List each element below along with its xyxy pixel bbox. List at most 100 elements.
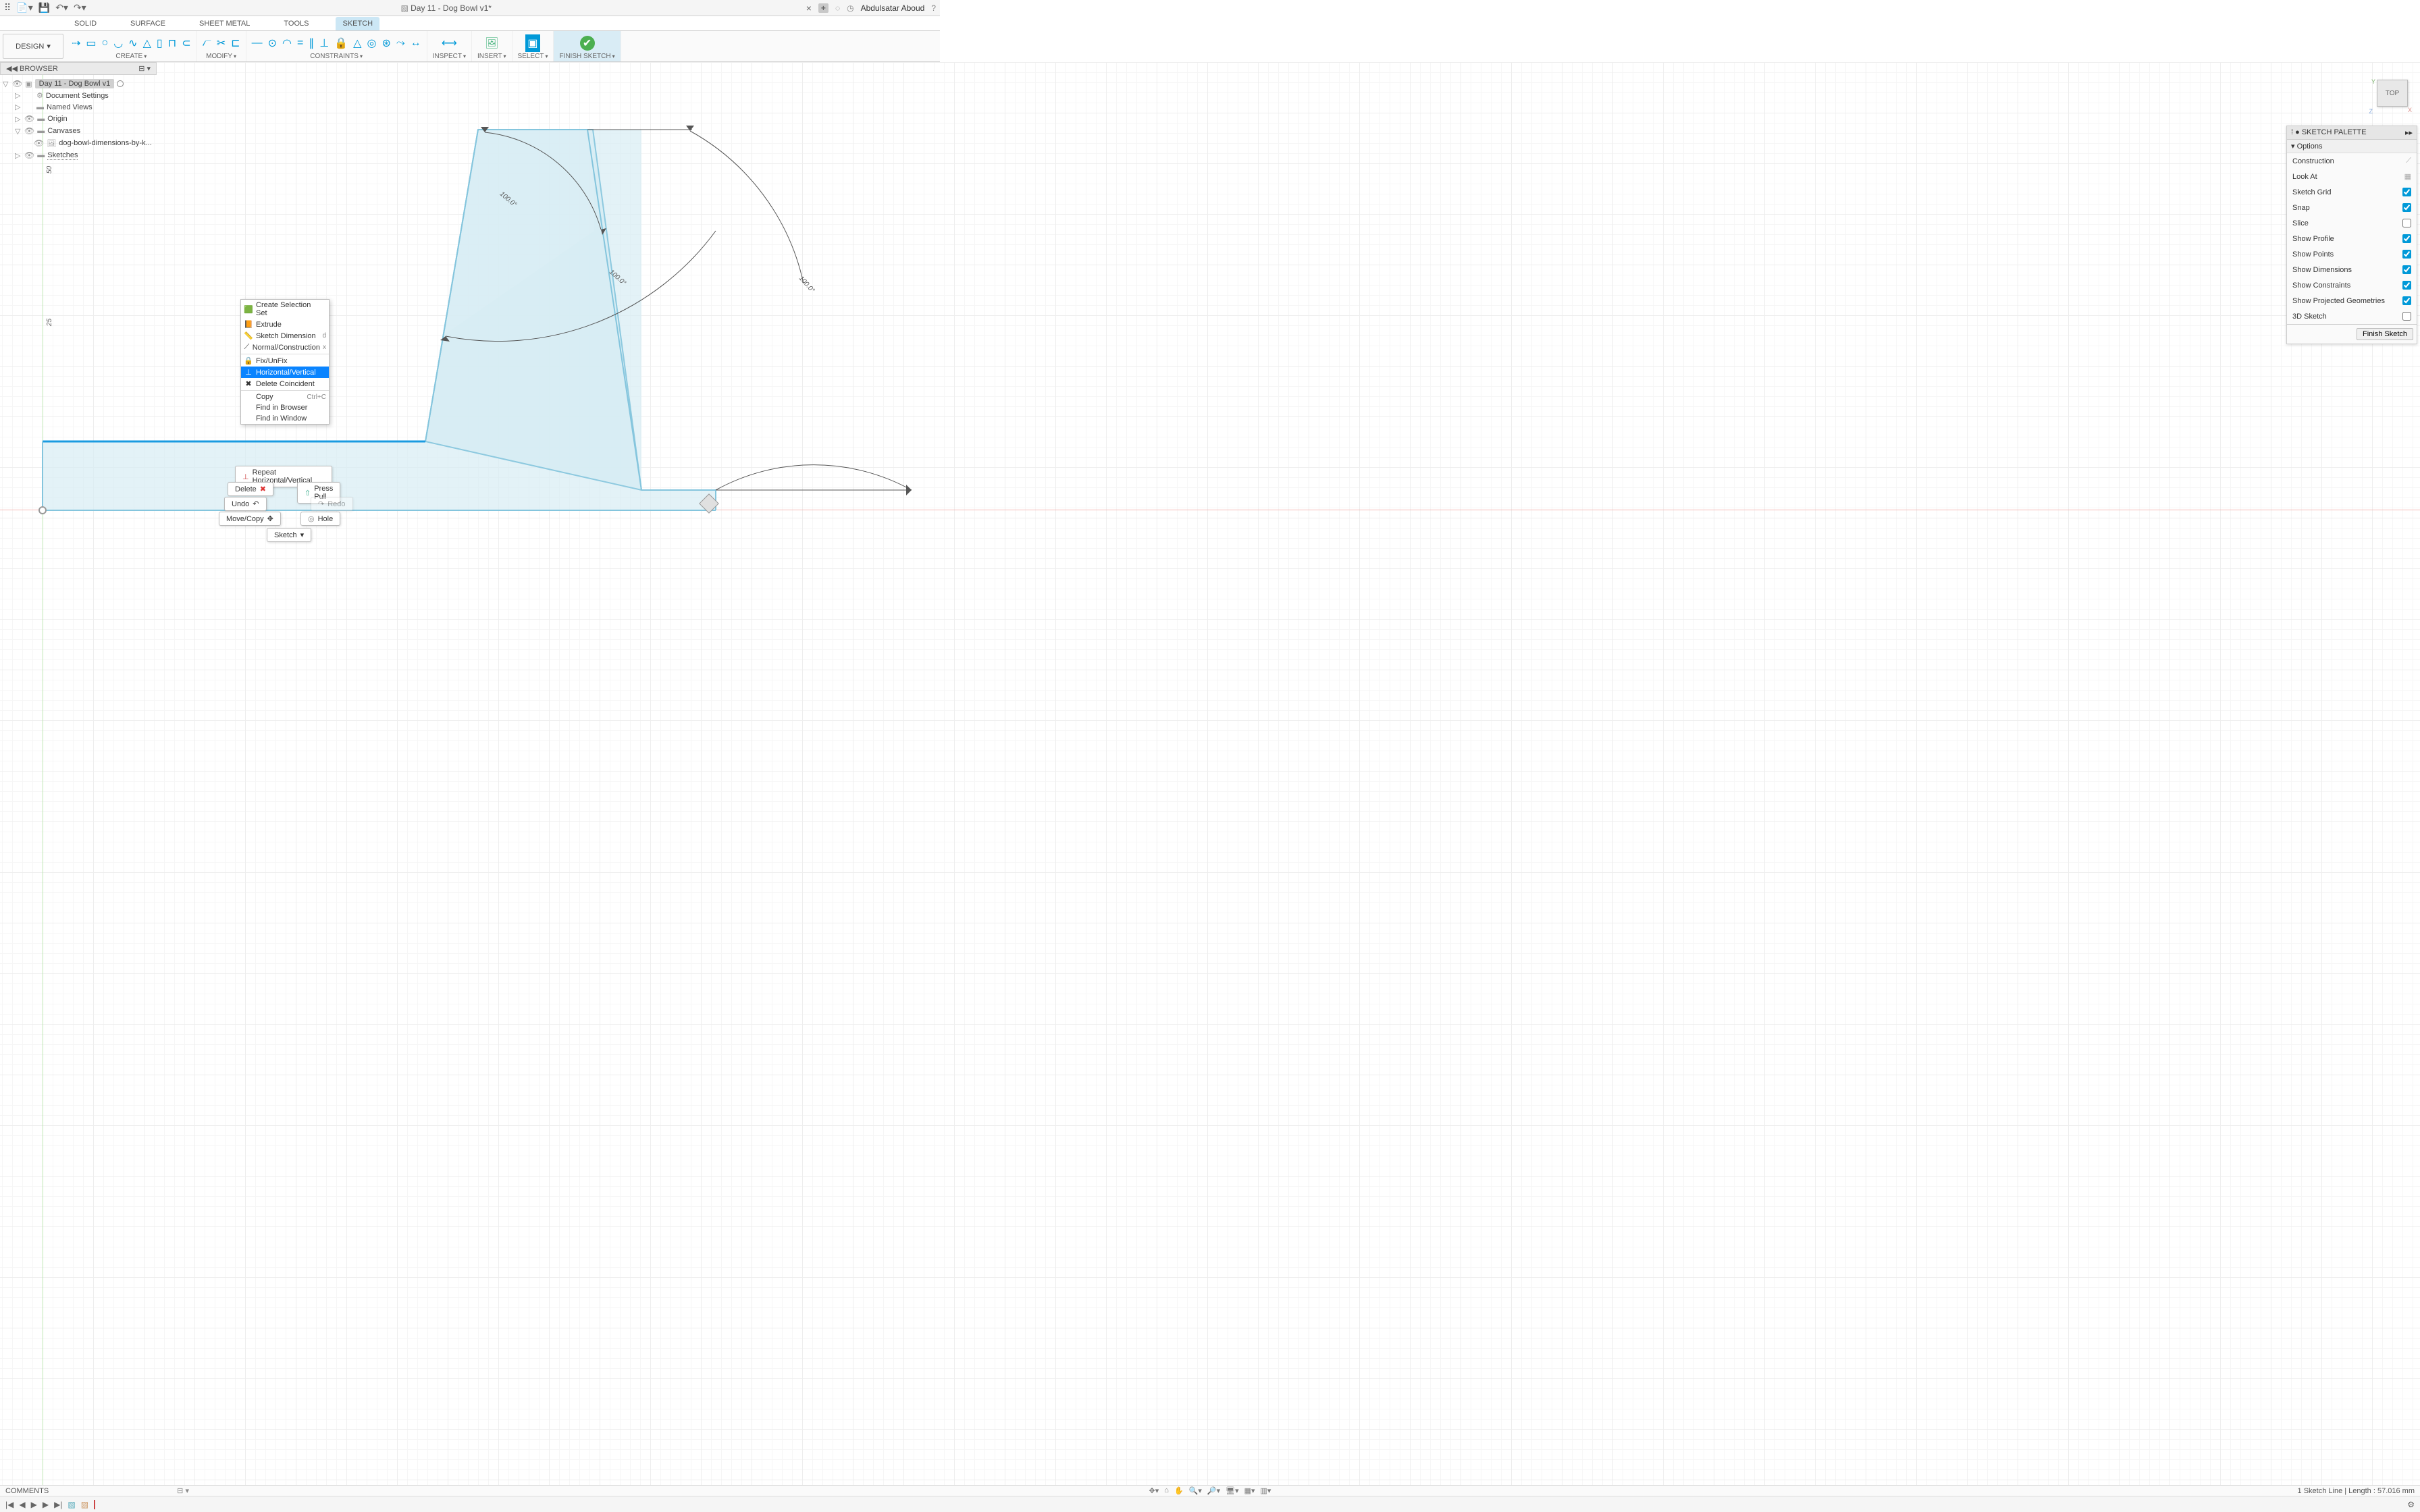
extensions-icon[interactable]: ◌ xyxy=(835,3,840,13)
fillet-icon[interactable]: ⦧ xyxy=(203,37,211,49)
canvas[interactable]: 100.0° 100.0° 100.0° 50 25 TOP Y X Z xyxy=(0,62,2420,1485)
ctx-normal-construction[interactable]: ⟋Normal/Constructionx xyxy=(241,342,329,353)
tab-solid[interactable]: SOLID xyxy=(68,17,103,30)
dim-icon[interactable]: ↔ xyxy=(411,37,421,49)
ctx-find-in-window[interactable]: Find in Window xyxy=(241,413,329,424)
palette-row-construction[interactable]: Construction⟋ xyxy=(2287,153,2417,169)
palette-row-look-at[interactable]: Look At▦ xyxy=(2287,169,2417,184)
timeline-end-icon[interactable]: ▶| xyxy=(54,1500,62,1509)
tree-item[interactable]: ▷👁▬Sketches xyxy=(3,149,154,161)
tree-root[interactable]: ▽ 👁 ▣ Day 11 - Dog Bowl v1 xyxy=(3,78,154,90)
ribbon-label[interactable]: INSERT ▾ xyxy=(477,53,506,61)
viewcube[interactable]: TOP xyxy=(2377,80,2408,107)
viewports-icon[interactable]: ▥▾ xyxy=(1261,1486,1271,1495)
timeline-back-icon[interactable]: ◀ xyxy=(19,1500,25,1509)
fit-icon[interactable]: 🔎▾ xyxy=(1207,1486,1220,1495)
finish-icon[interactable]: ✔ xyxy=(580,36,595,51)
ctx-create-selection-set[interactable]: 🟩Create Selection Set xyxy=(241,300,329,319)
sym-icon[interactable]: ⊛ xyxy=(382,36,390,50)
nav-tools[interactable]: ✥▾ ⌂ ✋ 🔍▾ 🔎▾ 🖥▾ ▦▾ ▥▾ xyxy=(1149,1486,1271,1495)
close-tab-icon[interactable]: × xyxy=(806,3,812,14)
zoom-icon[interactable]: 🔍▾ xyxy=(1189,1486,1202,1495)
undo-button[interactable]: Undo↶ xyxy=(224,497,267,511)
palette-row-show-profile[interactable]: Show Profile xyxy=(2287,231,2417,246)
arc-icon[interactable]: ◡ xyxy=(113,36,123,50)
timeline-fwd-icon[interactable]: ▶ xyxy=(43,1500,49,1509)
fix-icon[interactable]: 🔒 xyxy=(334,36,348,50)
horiz-icon[interactable]: — xyxy=(252,37,263,49)
help-icon[interactable]: ? xyxy=(931,3,936,13)
tree-item[interactable]: ▽👁▬Canvases xyxy=(3,125,154,137)
comments-collapse-icon[interactable]: ⊟ ▾ xyxy=(177,1486,189,1495)
ribbon-label[interactable]: FINISH SKETCH ▾ xyxy=(559,53,614,61)
ctx-fix-unfix[interactable]: 🔒Fix/UnFix xyxy=(241,355,329,367)
tab-surface[interactable]: SURFACE xyxy=(124,17,172,30)
ribbon-label[interactable]: SELECT ▾ xyxy=(518,53,548,61)
save-icon[interactable]: 💾 xyxy=(38,2,50,14)
palette-row-show-points[interactable]: Show Points xyxy=(2287,246,2417,262)
palette-row-show-projected-geometries[interactable]: Show Projected Geometries xyxy=(2287,293,2417,308)
insert-icon[interactable]: 🖼 xyxy=(485,36,498,50)
tangent-icon[interactable]: ◠ xyxy=(282,36,292,50)
apps-icon[interactable]: ⠿ xyxy=(4,2,11,14)
palette-row-show-constraints[interactable]: Show Constraints xyxy=(2287,277,2417,293)
select-icon[interactable]: ▣ xyxy=(525,34,540,52)
jobs-icon[interactable]: ◷ xyxy=(847,3,853,13)
line-icon[interactable]: ⇢ xyxy=(72,36,80,50)
tab-sketch[interactable]: SKETCH xyxy=(336,17,379,30)
tree-item[interactable]: ▷👁▬Origin xyxy=(3,113,154,125)
redo-button[interactable]: ↷Redo xyxy=(311,497,353,511)
hole-button[interactable]: ◎Hole xyxy=(300,512,340,526)
tab-sheet metal[interactable]: SHEET METAL xyxy=(192,17,257,30)
browser-collapse-icon[interactable]: ⊟ ▾ xyxy=(138,64,151,73)
sketch-button[interactable]: Sketch▾ xyxy=(267,528,311,542)
spline-icon[interactable]: ∿ xyxy=(128,36,137,50)
tab-tools[interactable]: TOOLS xyxy=(277,17,315,30)
ribbon-label[interactable]: MODIFY ▾ xyxy=(206,53,236,61)
delete-button[interactable]: Delete✖ xyxy=(228,482,273,496)
concentric-icon[interactable]: ◎ xyxy=(367,36,376,50)
palette-row-sketch-grid[interactable]: Sketch Grid xyxy=(2287,184,2417,200)
midpoint-icon[interactable]: △ xyxy=(353,36,361,50)
ribbon-label[interactable]: INSPECT ▾ xyxy=(433,53,466,61)
rect2-icon[interactable]: ▯ xyxy=(157,36,163,50)
tree-item[interactable]: ▷▬Named Views xyxy=(3,101,154,113)
context-menu[interactable]: 🟩Create Selection Set📙Extrude📏Sketch Dim… xyxy=(240,299,330,425)
ribbon-label[interactable]: CREATE ▾ xyxy=(115,53,147,61)
move-copy-button[interactable]: Move/Copy✥ xyxy=(219,512,281,526)
palette-row-snap[interactable]: Snap xyxy=(2287,200,2417,215)
equal-icon[interactable]: = xyxy=(297,37,303,49)
timeline-settings-icon[interactable]: ⚙ xyxy=(2407,1500,2415,1509)
palette-row-3d-sketch[interactable]: 3D Sketch xyxy=(2287,308,2417,324)
activate-radio-icon[interactable] xyxy=(117,80,124,87)
browser-tree[interactable]: ▽ 👁 ▣ Day 11 - Dog Bowl v1 ▷⚙Document Se… xyxy=(0,75,157,164)
timeline-start-icon[interactable]: |◀ xyxy=(5,1500,14,1509)
palette-options-header[interactable]: ▾ Options xyxy=(2287,140,2417,153)
comments-label[interactable]: COMMENTS xyxy=(5,1487,49,1495)
tree-item[interactable]: ▷⚙Document Settings xyxy=(3,90,154,101)
pan-icon[interactable]: ✋ xyxy=(1174,1486,1184,1495)
ctx-horizontal-vertical[interactable]: ⊥Horizontal/Vertical xyxy=(241,367,329,378)
workspace-switcher[interactable]: DESIGN▾ xyxy=(3,34,63,59)
ctx-delete-coincident[interactable]: ✖Delete Coincident xyxy=(241,378,329,389)
rect-icon[interactable]: ▭ xyxy=(86,36,96,50)
palette-row-slice[interactable]: Slice xyxy=(2287,215,2417,231)
palette-pin-icon[interactable]: ▸▸ xyxy=(2405,128,2413,137)
coinc-icon[interactable]: ⊙ xyxy=(268,36,277,50)
new-tab-icon[interactable]: + xyxy=(818,3,828,13)
circle-icon[interactable]: ○ xyxy=(102,37,109,49)
trim-icon[interactable]: ✂ xyxy=(217,36,226,50)
orbit-icon[interactable]: ✥▾ xyxy=(1149,1486,1159,1495)
parallel-icon[interactable]: ∥ xyxy=(309,36,314,50)
display-icon[interactable]: 🖥▾ xyxy=(1226,1486,1239,1495)
user-name[interactable]: Abdulsatar Aboud xyxy=(861,3,925,13)
grid-icon[interactable]: ▦▾ xyxy=(1244,1486,1255,1495)
palette-row-show-dimensions[interactable]: Show Dimensions xyxy=(2287,262,2417,277)
text-icon[interactable]: ⊓ xyxy=(168,36,176,50)
timeline-sketch-icon[interactable]: ▨ xyxy=(81,1500,88,1509)
ctx-sketch-dimension[interactable]: 📏Sketch Dimensiond xyxy=(241,330,329,342)
undo-icon[interactable]: ↶▾ xyxy=(55,2,68,14)
ctx-extrude[interactable]: 📙Extrude xyxy=(241,319,329,330)
redo-icon[interactable]: ↷▾ xyxy=(74,2,86,14)
measure-icon[interactable]: ⟷ xyxy=(442,36,457,50)
